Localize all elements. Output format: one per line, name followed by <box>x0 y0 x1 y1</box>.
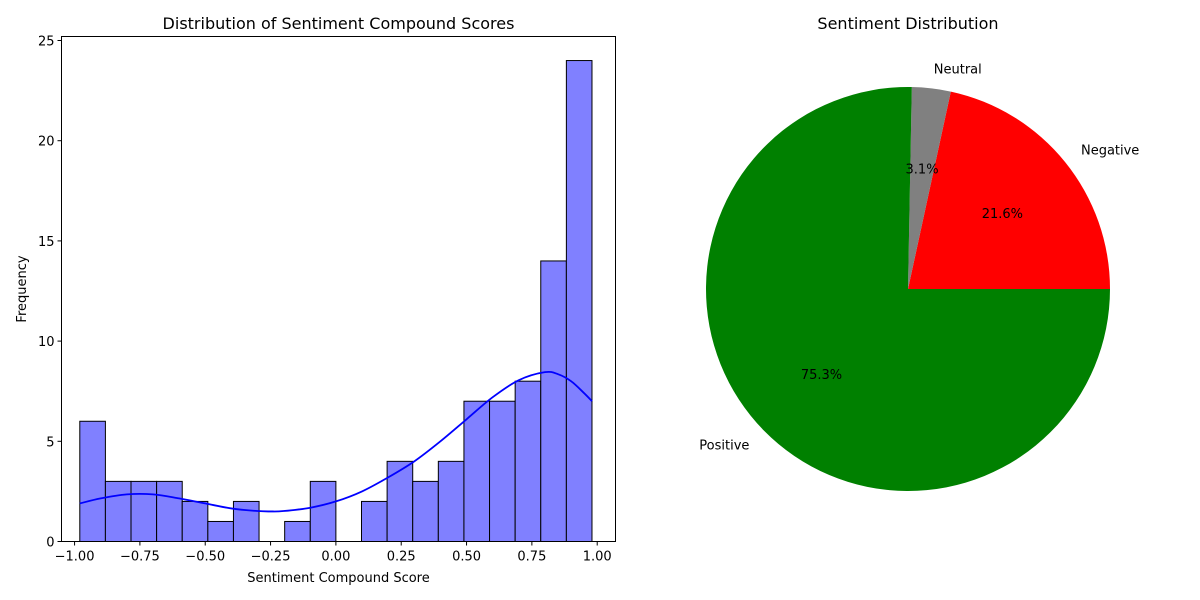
x-tick-label: 0.50 <box>452 550 481 565</box>
histogram-bar <box>437 460 465 543</box>
histogram-title: Distribution of Sentiment Compound Score… <box>163 14 515 33</box>
pie-slice-positive <box>706 86 1110 491</box>
x-tick-label: −0.25 <box>251 550 291 565</box>
x-tick-label: −0.75 <box>120 550 160 565</box>
x-tick-label: 0.75 <box>517 550 546 565</box>
histogram-bar <box>232 500 260 542</box>
x-tick-label: 0.25 <box>387 550 416 565</box>
x-tick-label: −1.00 <box>55 550 95 565</box>
pie-slice-label: Neutral <box>934 62 982 77</box>
histogram-bar <box>540 260 567 542</box>
pie-slice-neutral <box>908 87 951 289</box>
histogram-bar <box>104 480 132 542</box>
histogram-bar <box>360 500 388 542</box>
histogram-bar <box>386 460 414 543</box>
histogram-bar <box>514 380 542 542</box>
histogram-bar <box>156 480 183 542</box>
histogram-bar <box>181 500 209 542</box>
y-tick-label: 15 <box>38 235 55 250</box>
y-tick-label: 25 <box>38 35 55 50</box>
y-axis-ticks: 0 5 10 15 20 25 <box>38 35 62 551</box>
x-tick-label: −0.50 <box>185 550 225 565</box>
histogram-bar <box>309 480 337 542</box>
histogram-panel: Distribution of Sentiment Compound Score… <box>15 14 616 586</box>
histogram-bar <box>565 60 593 543</box>
pie-labels: Negative 21.6% Neutral 3.1% Positive 75.3% <box>699 62 1139 453</box>
pie-pct-label: 3.1% <box>906 163 939 178</box>
pie-slices <box>706 86 1110 491</box>
pie-slice-negative <box>908 91 1110 289</box>
y-tick-label: 10 <box>38 335 55 350</box>
x-axis-ticks: −1.00 −0.75 −0.50 −0.25 0.00 0.25 0.50 0.75 1.00 <box>55 541 612 565</box>
pie-slice-label: Negative <box>1081 144 1139 159</box>
x-tick-label: 1.00 <box>583 550 612 565</box>
y-axis-label: Frequency <box>15 255 30 322</box>
pie-slice-label: Positive <box>699 439 749 454</box>
histogram-bar <box>79 420 106 542</box>
kde-curve <box>79 370 593 513</box>
pie-pct-label: 75.3% <box>801 368 842 383</box>
histogram-bar <box>489 400 516 542</box>
x-axis-label: Sentiment Compound Score <box>247 571 430 586</box>
histogram-bar <box>463 400 491 542</box>
pie-pct-label: 21.6% <box>982 207 1023 222</box>
pie-title: Sentiment Distribution <box>817 14 998 33</box>
histogram-bar <box>207 520 234 543</box>
y-tick-label: 20 <box>38 135 55 150</box>
histogram-bar <box>130 480 158 542</box>
histogram-bar <box>412 480 439 542</box>
pie-panel: Sentiment Distribution Negative 21.6% Neut… <box>699 14 1139 491</box>
y-tick-label: 5 <box>46 435 54 450</box>
histogram-bar <box>284 520 311 543</box>
y-tick-label: 0 <box>46 536 54 551</box>
x-tick-label: 0.00 <box>321 550 350 565</box>
histogram-bars <box>79 60 593 543</box>
histogram-axes-frame <box>61 36 616 542</box>
